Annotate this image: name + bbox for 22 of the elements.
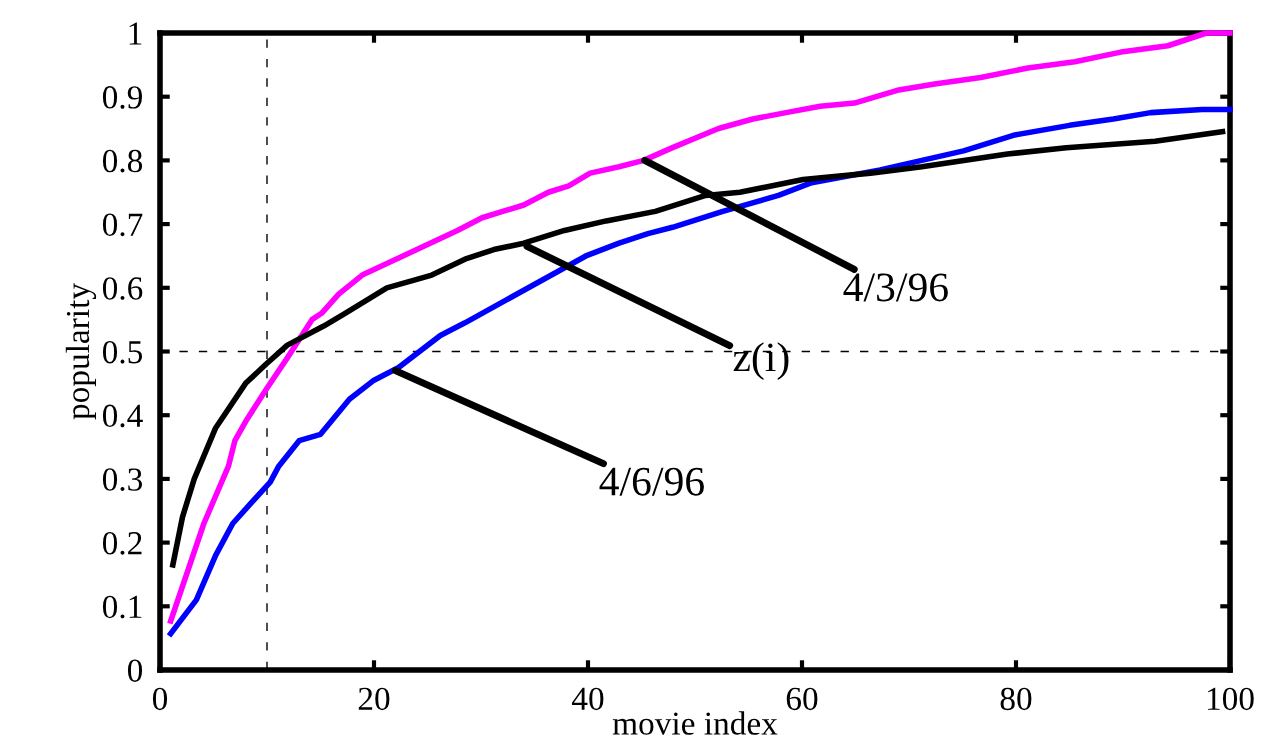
y-tick-label: 0.1	[102, 595, 142, 619]
annotation: 4/6/96	[599, 467, 704, 496]
y-tick-label: 0.5	[102, 340, 143, 364]
annotation: z(i)	[733, 342, 789, 380]
y-tick-label: 0	[127, 659, 143, 682]
x-axis-title: movie index	[612, 711, 778, 735]
x-tick-label: 60	[786, 687, 818, 711]
y-tick-label: 0.4	[102, 404, 143, 428]
x-tick-label: 100	[1207, 687, 1254, 711]
x-tick-label: 20	[358, 687, 390, 711]
x-tick-label: 80	[1000, 687, 1032, 711]
y-tick-label: 0.7	[102, 213, 143, 237]
y-tick-label: 0.3	[102, 468, 143, 491]
y-tick-label: 0.2	[102, 532, 142, 555]
y-tick-label: 0.9	[102, 86, 142, 109]
y-tick-label: 1	[129, 22, 142, 45]
x-tick-label: 0	[152, 687, 168, 711]
y-tick-label: 0.8	[102, 149, 143, 173]
x-tick-label: 40	[571, 687, 604, 711]
annotation: 4/3/96	[843, 273, 948, 302]
y-tick-label: 0.6	[102, 277, 143, 300]
y-axis-title: popularity	[65, 283, 97, 420]
